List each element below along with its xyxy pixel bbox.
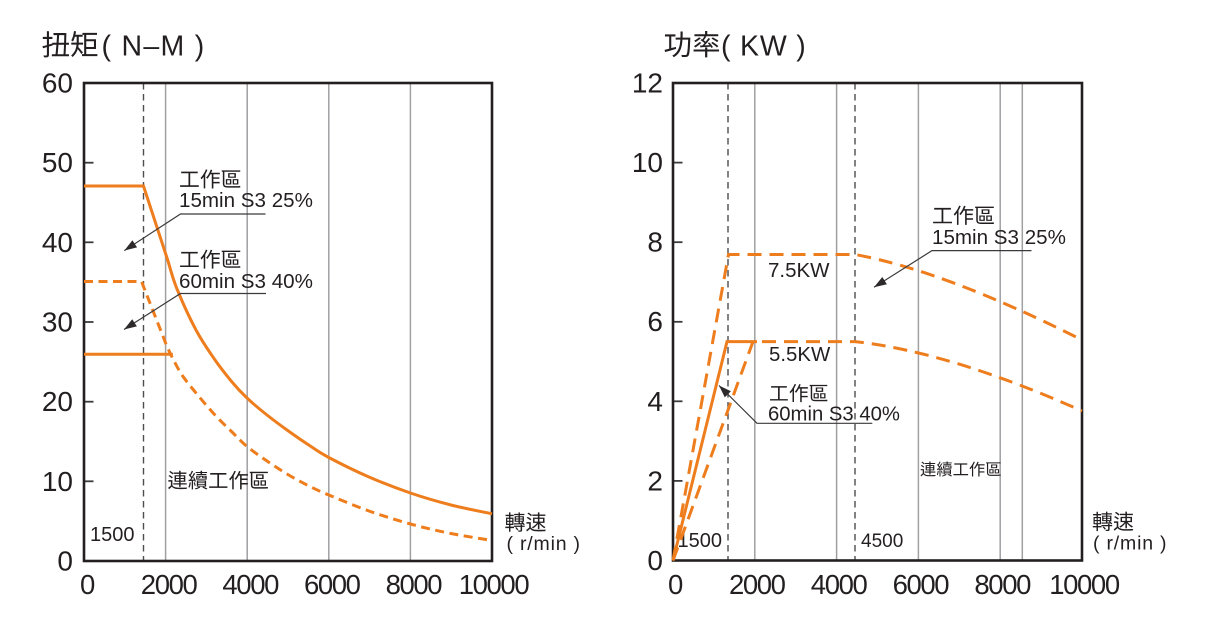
svg-text:1500: 1500 (90, 524, 135, 546)
svg-text:1500: 1500 (678, 530, 723, 552)
svg-text:10: 10 (632, 147, 663, 178)
svg-text:60min S3 40%: 60min S3 40% (179, 270, 313, 293)
svg-text:4500: 4500 (861, 531, 903, 552)
svg-text:8000: 8000 (386, 569, 443, 600)
svg-text:10000: 10000 (459, 569, 530, 600)
svg-text:( r/min ): ( r/min ) (1093, 533, 1167, 555)
svg-text:15min S3 25%: 15min S3 25% (932, 226, 1066, 249)
svg-text:30: 30 (42, 307, 73, 338)
svg-text:0: 0 (57, 546, 73, 577)
svg-text:50: 50 (42, 147, 73, 178)
svg-text:60min S3 40%: 60min S3 40% (768, 403, 900, 425)
svg-text:10000: 10000 (1049, 569, 1120, 600)
svg-text:6: 6 (647, 306, 663, 337)
svg-text:15min S3 25%: 15min S3 25% (179, 189, 313, 212)
svg-text:5.5KW: 5.5KW (769, 344, 831, 366)
svg-text:0: 0 (647, 545, 663, 576)
svg-text:12: 12 (632, 68, 663, 99)
svg-text:( N–M ): ( N–M ) (102, 30, 206, 62)
svg-text:0: 0 (668, 569, 683, 600)
svg-text:2000: 2000 (141, 569, 198, 600)
svg-text:6000: 6000 (304, 569, 361, 600)
svg-text:8000: 8000 (974, 569, 1031, 600)
svg-text:10: 10 (42, 466, 73, 497)
svg-text:0: 0 (80, 569, 95, 600)
svg-text:2: 2 (647, 465, 663, 496)
svg-text:40: 40 (42, 227, 73, 258)
svg-text:20: 20 (42, 386, 73, 417)
svg-text:60: 60 (42, 68, 73, 99)
svg-text:7.5KW: 7.5KW (768, 259, 830, 282)
svg-text:4000: 4000 (811, 569, 868, 600)
svg-text:4: 4 (647, 386, 663, 417)
svg-text:6000: 6000 (893, 569, 950, 600)
svg-text:4000: 4000 (222, 569, 279, 600)
svg-text:2000: 2000 (729, 569, 786, 600)
svg-text:( KW ): ( KW ) (721, 30, 807, 62)
svg-text:( r/min ): ( r/min ) (507, 533, 581, 555)
svg-text:8: 8 (647, 227, 663, 258)
